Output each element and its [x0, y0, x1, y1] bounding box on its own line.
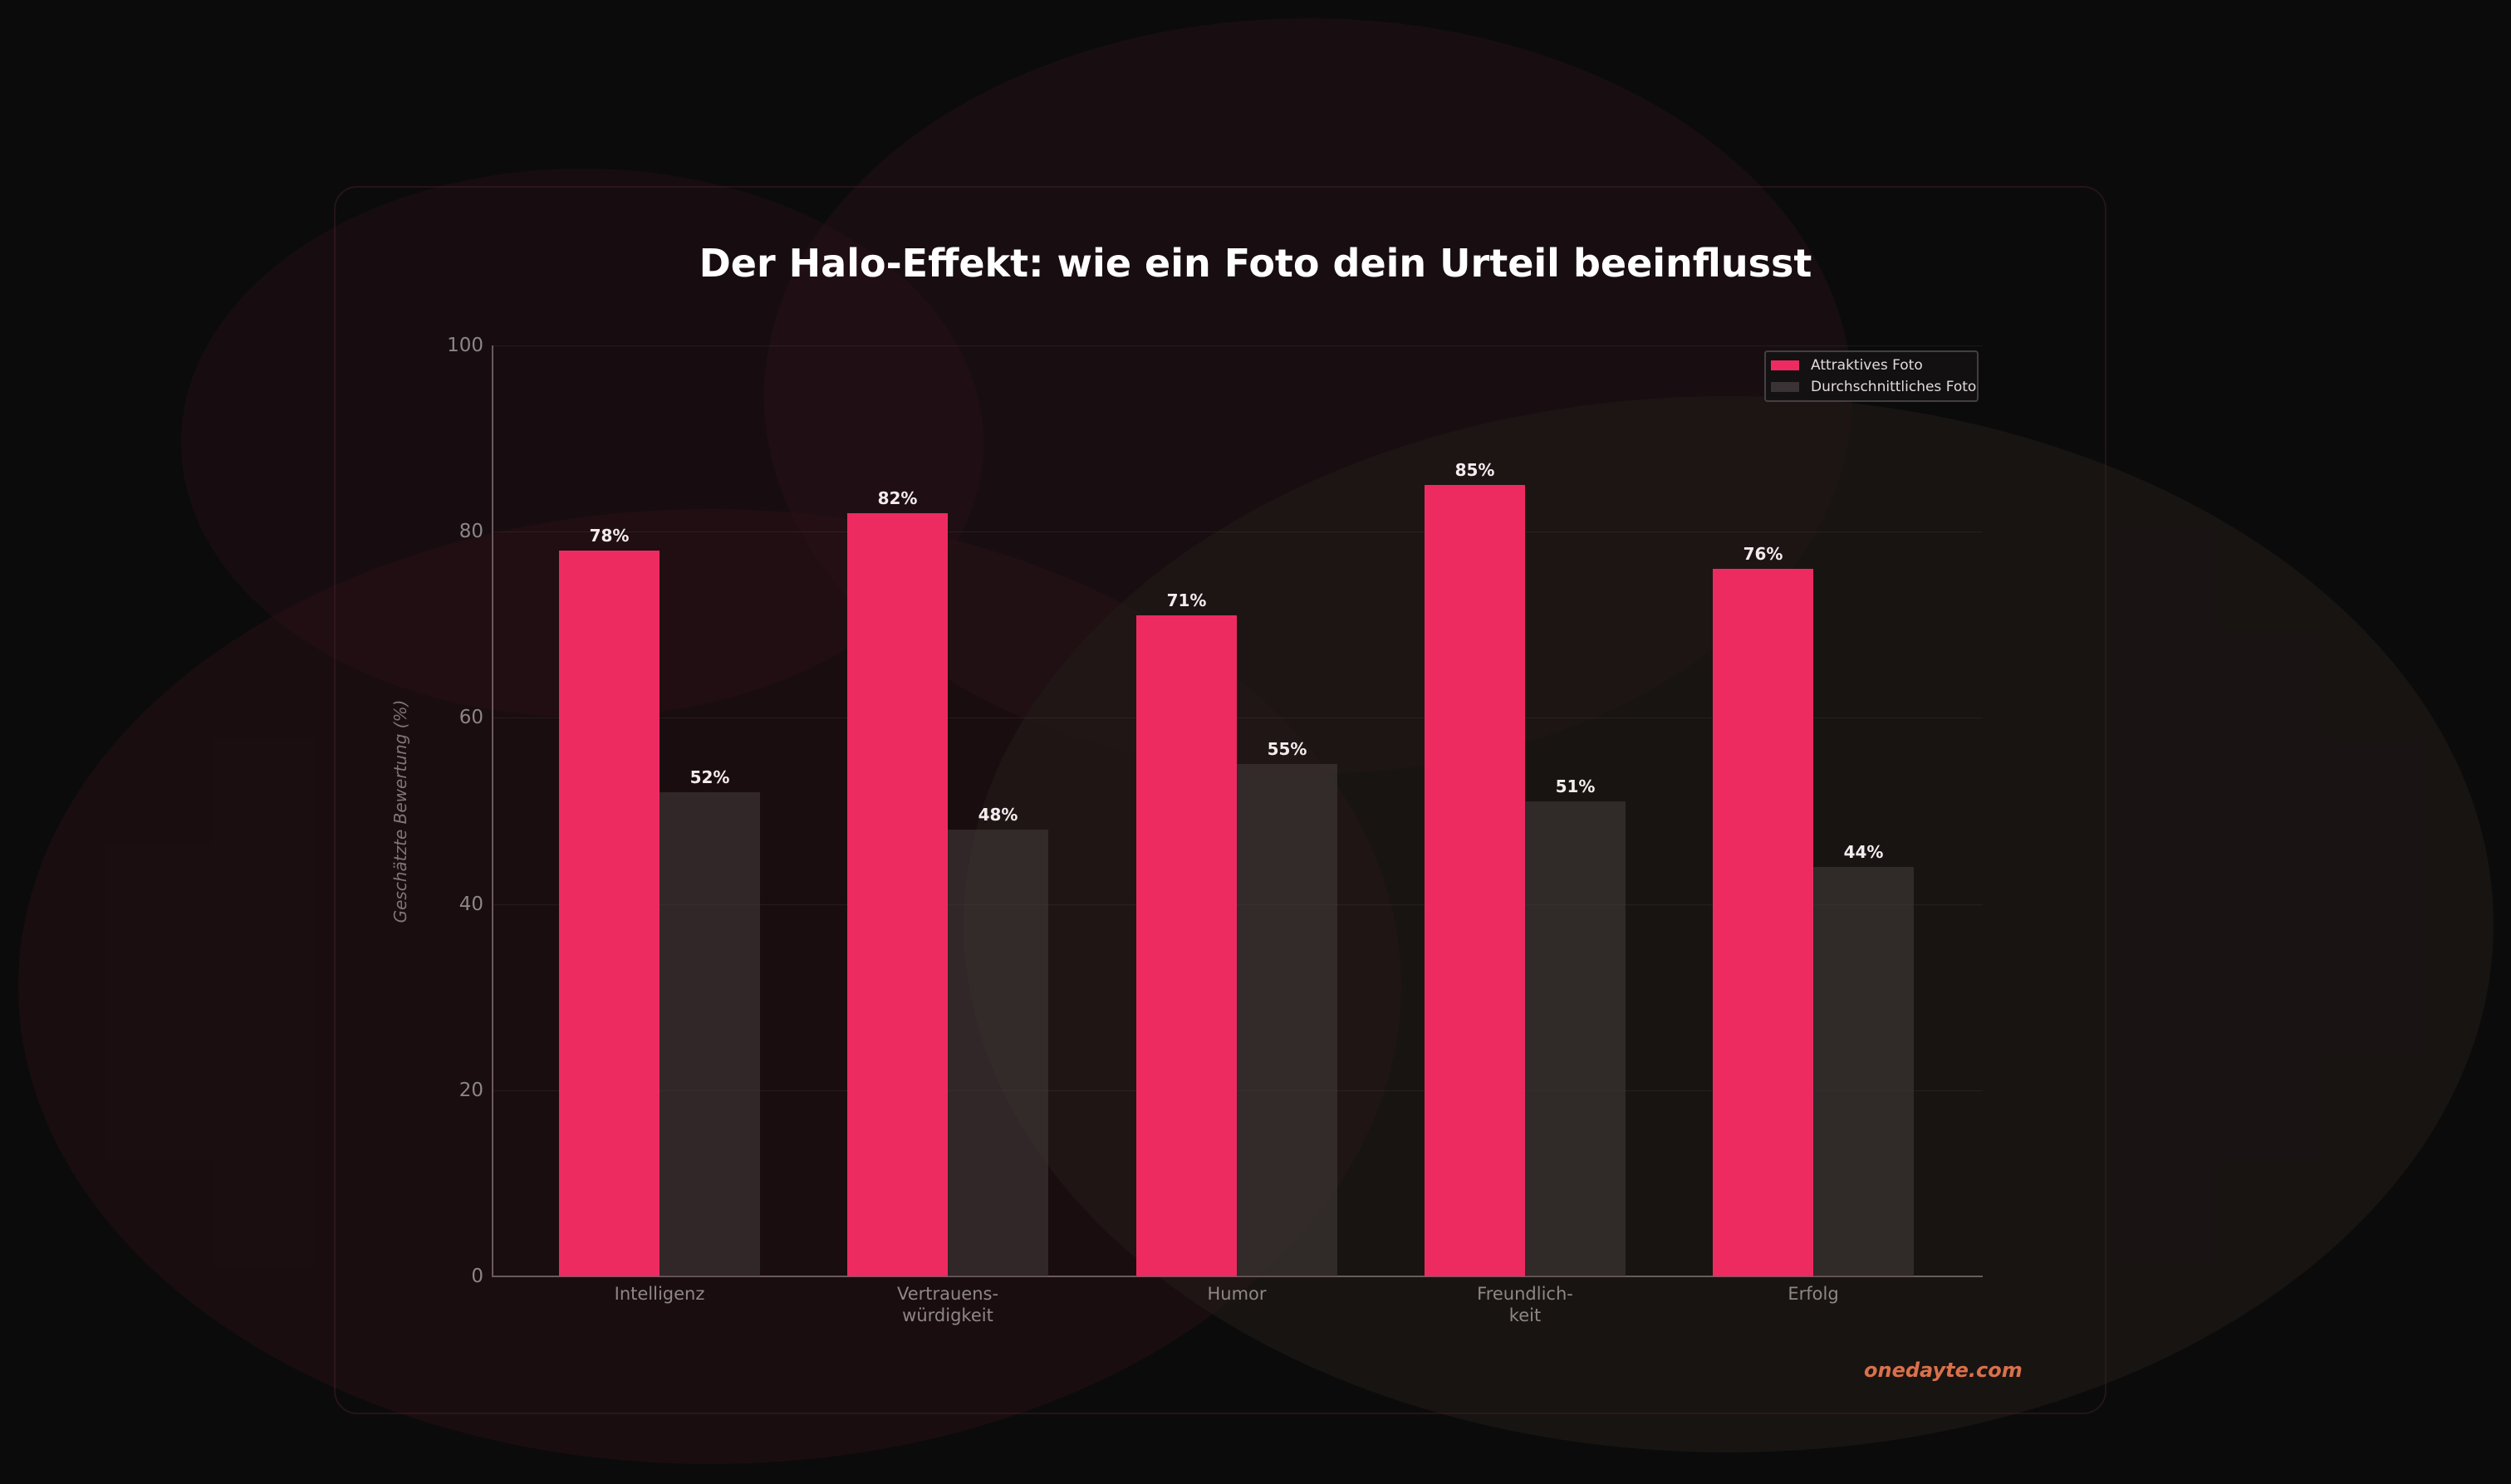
legend-item-average: Durchschnittliches Foto	[1771, 378, 1976, 396]
gridline	[492, 531, 1983, 533]
legend-item-attractive: Attraktives Foto	[1771, 356, 1923, 375]
bar-attraktives-foto	[1136, 615, 1237, 1276]
legend-label: Attraktives Foto	[1811, 357, 1923, 374]
x-tick-label: Intelligenz	[614, 1284, 705, 1304]
y-tick-label: 100	[447, 335, 483, 356]
watermark: onedayte.com	[1864, 1359, 2023, 1382]
y-tick-label: 20	[459, 1079, 483, 1101]
bar-durchschnittliches-foto	[660, 792, 760, 1276]
bar-durchschnittliches-foto	[1813, 866, 1914, 1276]
value-label: 48%	[978, 804, 1018, 825]
chart-title: Der Halo-Effekt: wie ein Foto dein Urtei…	[699, 241, 1812, 286]
legend-swatch	[1771, 382, 1799, 392]
value-label: 44%	[1843, 841, 1884, 862]
x-tick-label: Humor	[1207, 1284, 1267, 1304]
bar-attraktives-foto	[847, 512, 948, 1276]
x-tick-label: Vertrauens- würdigkeit	[896, 1284, 999, 1325]
bar-attraktives-foto	[1713, 569, 1813, 1276]
bar-durchschnittliches-foto	[1525, 801, 1626, 1276]
bar-durchschnittliches-foto	[1237, 764, 1337, 1276]
bar-attraktives-foto	[559, 550, 660, 1276]
value-label: 52%	[689, 767, 730, 788]
y-axis-label: Geschätzte Bewertung (%)	[390, 699, 410, 923]
value-label: 76%	[1743, 544, 1783, 565]
value-label: 78%	[589, 525, 630, 546]
x-tick-label: Freundlich- keit	[1477, 1284, 1573, 1325]
plot-area: Geschätzte Bewertung (%) 0 20 40 60 80 100 78%…	[390, 335, 1983, 1287]
value-label: 82%	[877, 487, 918, 508]
value-label: 71%	[1166, 590, 1207, 611]
gridline	[492, 345, 1983, 346]
chart-card	[334, 186, 2106, 1414]
bar-durchschnittliches-foto	[948, 829, 1048, 1276]
value-label: 55%	[1267, 739, 1307, 760]
legend-label: Durchschnittliches Foto	[1811, 379, 1977, 395]
y-tick-label: 40	[459, 893, 483, 915]
value-label: 85%	[1454, 460, 1495, 481]
y-tick-label: 60	[459, 707, 483, 729]
y-tick-label: 0	[471, 1266, 483, 1287]
x-tick-label: Erfolg	[1788, 1284, 1839, 1304]
y-axis-line	[492, 345, 493, 1276]
legend: Attraktives Foto Durchschnittliches Foto	[1764, 350, 1979, 402]
bar-attraktives-foto	[1425, 485, 1525, 1276]
value-label: 51%	[1555, 776, 1596, 797]
legend-swatch	[1771, 360, 1799, 370]
y-tick-label: 80	[459, 521, 483, 543]
x-axis-line	[492, 1276, 1983, 1277]
